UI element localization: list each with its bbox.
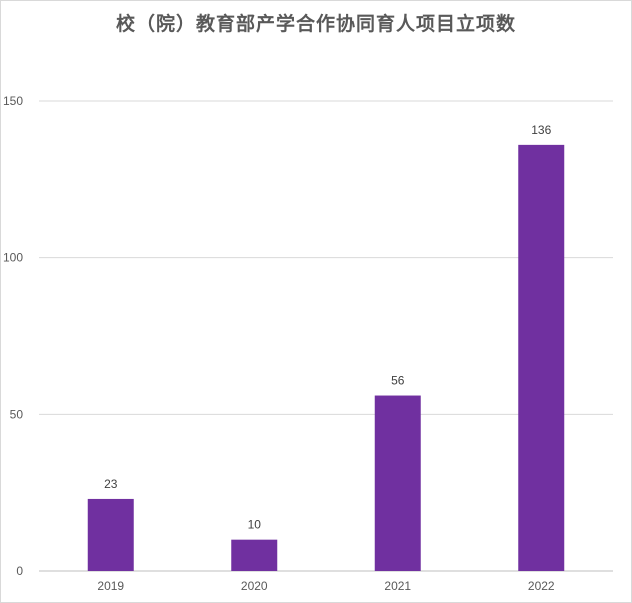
bar-2019	[87, 498, 134, 571]
x-tick-label: 2021	[384, 579, 411, 593]
y-tick-label: 150	[3, 94, 23, 108]
x-tick-label: 2020	[241, 579, 268, 593]
bar-2021	[374, 395, 421, 571]
data-label: 56	[391, 374, 405, 388]
data-label: 136	[531, 123, 551, 137]
bar-2020	[231, 539, 278, 571]
y-tick-label: 0	[16, 564, 23, 578]
x-tick-label: 2019	[97, 579, 124, 593]
data-label: 23	[104, 477, 118, 491]
y-tick-label: 50	[10, 407, 24, 421]
data-label: 10	[248, 518, 262, 532]
y-tick-label: 100	[3, 251, 23, 265]
bar-2022	[518, 144, 565, 571]
chart-title: 校（院）教育部产学合作协同育人项目立项数	[115, 13, 516, 35]
x-tick-label: 2022	[528, 579, 555, 593]
